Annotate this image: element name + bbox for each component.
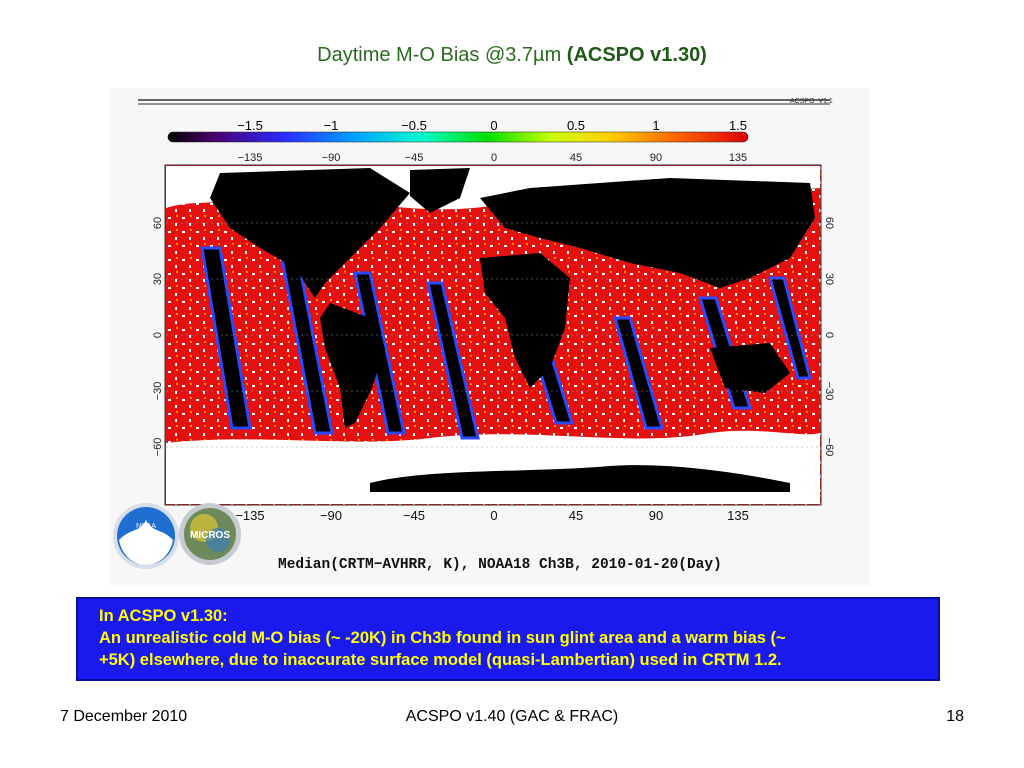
footer-title: ACSPO v1.40 (GAC & FRAC) — [405, 708, 619, 725]
colorbar-tick: 1 — [652, 118, 659, 133]
colorbar-tick: −1.5 — [237, 118, 263, 133]
colorbar-tick: −1 — [324, 118, 339, 133]
note-line: An unrealistic cold M-O bias (~ -20K) in… — [99, 629, 786, 647]
version-tag: ACSPO_V1.1 — [790, 98, 833, 105]
right-latitude-labels: 60 30 0 −30 −60 — [823, 217, 835, 456]
lon-tick-bottom: 45 — [569, 508, 583, 523]
lon-tick-top: −45 — [405, 152, 424, 164]
lat-tick-left: −60 — [152, 438, 164, 457]
lon-tick-top: −135 — [238, 152, 263, 164]
micros-logo-text: MICROS — [190, 530, 230, 541]
australia — [710, 343, 790, 393]
lon-tick-top: 45 — [570, 152, 582, 164]
south-america — [320, 303, 385, 428]
antarctic-no-data — [166, 430, 820, 504]
lon-tick-top: 0 — [491, 152, 497, 164]
lon-tick-bottom: 0 — [490, 508, 497, 523]
colorbar-tick: 0 — [490, 118, 497, 133]
lat-tick-right: −60 — [823, 438, 835, 457]
slide-title-text: Daytime M-O Bias @3.7µm — [317, 44, 562, 66]
colorbar-tick: 1.5 — [729, 118, 747, 133]
lat-tick-right: 30 — [823, 273, 835, 285]
lon-tick-top: −90 — [322, 152, 341, 164]
colorbar-tick: −0.5 — [401, 118, 427, 133]
north-america — [210, 168, 410, 298]
africa — [480, 253, 570, 388]
map-gridlines — [166, 222, 820, 448]
lon-tick-bottom: −90 — [320, 508, 342, 523]
noaa-logo: NOAA — [113, 503, 179, 569]
bottom-longitude-labels: −135 −90 −45 0 45 90 135 — [235, 508, 749, 523]
sun-glint-cold-stripes — [200, 246, 812, 440]
lat-tick-left: 0 — [152, 332, 164, 338]
slide-title: Daytime M-O Bias @3.7µm (ACSPO v1.30) — [0, 44, 1024, 67]
bias-map — [164, 164, 822, 506]
page-number: 18 — [946, 708, 964, 725]
lon-tick-bottom: −45 — [403, 508, 425, 523]
greenland — [410, 168, 470, 213]
eurasia — [480, 178, 815, 288]
note-heading: In ACSPO v1.30: — [99, 607, 228, 625]
slide-title-bold: (ACSPO v1.30) — [566, 44, 707, 66]
lon-tick-bottom: 90 — [649, 508, 663, 523]
lat-tick-right: 60 — [823, 217, 835, 229]
lat-tick-left: 60 — [152, 217, 164, 229]
bias-map-figure: ACSPO_V1.1 −1.5 −1 −0.5 0 0.5 1 1.5 −135… — [110, 88, 870, 586]
lon-tick-top: 135 — [729, 152, 747, 164]
lat-tick-right: −30 — [823, 382, 835, 401]
antarctica — [370, 465, 790, 492]
lat-tick-right: 0 — [823, 332, 835, 338]
lon-tick-bottom: 135 — [727, 508, 749, 523]
note-box: In ACSPO v1.30: An unrealistic cold M-O … — [76, 597, 940, 681]
top-longitude-labels: −135 −90 −45 0 45 90 135 — [238, 152, 748, 164]
lat-tick-left: −30 — [152, 382, 164, 401]
colorbar — [167, 131, 749, 143]
footer-date: 7 December 2010 — [60, 708, 188, 725]
micros-logo: MICROS — [179, 503, 241, 565]
colorbar-tick: 0.5 — [567, 118, 585, 133]
lon-tick-bottom: −135 — [235, 508, 264, 523]
figure-caption: Median(CRTM−AVHRR, K), NOAA18 Ch3B, 2010… — [278, 557, 722, 573]
noaa-logo-text: NOAA — [136, 523, 156, 530]
land-masses — [210, 168, 815, 492]
colorbar-tick-labels: −1.5 −1 −0.5 0 0.5 1 1.5 — [237, 118, 747, 133]
lon-tick-top: 90 — [650, 152, 662, 164]
lat-tick-left: 30 — [152, 273, 164, 285]
note-line: +5K) elsewhere, due to inaccurate surfac… — [99, 651, 782, 669]
left-latitude-labels: 60 30 0 −30 −60 — [152, 217, 164, 456]
